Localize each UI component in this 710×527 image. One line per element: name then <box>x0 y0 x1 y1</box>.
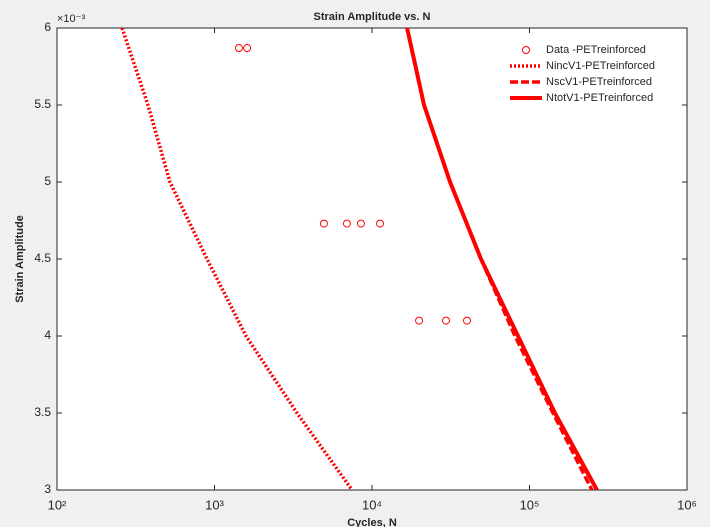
y-tick-label: 3.5 <box>34 405 51 419</box>
line <box>120 28 354 490</box>
legend-label: NscV1-PETreinforced <box>546 76 652 88</box>
legend-marker <box>522 46 530 54</box>
x-tick-label: 10⁴ <box>362 497 382 512</box>
data-point <box>462 316 471 325</box>
chart-title: Strain Amplitude vs. N <box>314 11 431 23</box>
y-tick-label: 5.5 <box>34 97 51 111</box>
plot-area <box>56 27 688 491</box>
legend-label: NtotV1-PETreinforced <box>546 92 653 104</box>
x-tick-label: 10³ <box>205 497 224 512</box>
data-point <box>243 44 252 53</box>
data-point <box>234 44 243 53</box>
line <box>405 28 599 490</box>
y-tick-label: 5 <box>44 174 51 188</box>
data-point <box>441 316 450 325</box>
x-tick-label: 10² <box>48 497 67 512</box>
y-multiplier: ×10⁻³ <box>57 13 85 25</box>
y-tick-label: 4 <box>44 328 51 342</box>
x-tick-label: 10⁶ <box>677 497 697 512</box>
legend-label: NincV1-PETreinforced <box>546 60 655 72</box>
x-tick-label: 10⁵ <box>520 497 540 512</box>
data-point <box>415 316 424 325</box>
data-point <box>319 219 328 228</box>
x-axis-label: Cycles, N <box>347 517 397 527</box>
data-point <box>342 219 351 228</box>
y-tick-label: 3 <box>44 482 51 496</box>
legend-label: Data -PETreinforced <box>546 44 646 56</box>
y-tick-label: 6 <box>44 20 51 34</box>
y-tick-label: 4.5 <box>34 251 51 265</box>
data-point <box>356 219 365 228</box>
data-point <box>376 219 385 228</box>
y-axis-label: Strain Amplitude <box>14 215 26 303</box>
